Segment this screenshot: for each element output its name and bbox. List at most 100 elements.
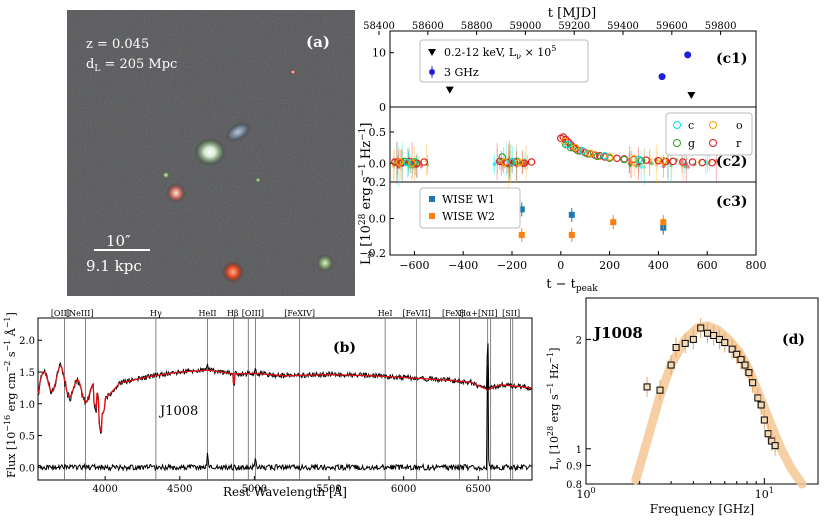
x-tick-label: 5500 xyxy=(316,484,341,495)
optical-point-r xyxy=(613,154,621,163)
line-label: Hγ xyxy=(150,309,162,318)
optical-point-o xyxy=(605,153,614,161)
c2-legend-c: c xyxy=(688,119,694,132)
spectral-line-labels: [OII][NeIII] Hγ HeII Hβ [OIII] [FeXIV] HeI [FeV… xyxy=(51,309,520,318)
x-tick-label: 6500 xyxy=(466,484,491,495)
optical-point-faint xyxy=(639,165,643,169)
optical-point-faint xyxy=(492,162,497,167)
sed-data-points xyxy=(643,317,779,456)
y-tick-label: 2 xyxy=(576,335,582,346)
x-tick-label: 400 xyxy=(648,259,669,272)
sed-point xyxy=(771,442,779,450)
sed-point xyxy=(754,394,762,402)
x-tick-label: 600 xyxy=(697,259,718,272)
optical-point-o xyxy=(408,159,416,168)
y-tick-label: 0 xyxy=(379,101,386,114)
optical-point-o xyxy=(586,149,594,158)
panel-b-object: J1008 xyxy=(158,404,198,419)
top-tick-label: 58600 xyxy=(412,21,444,32)
c2-legend-g-marker xyxy=(673,139,681,147)
x-tick-label: 6000 xyxy=(391,484,416,495)
c1-legend-xray: 0.2-12 keV, Lν × 105 xyxy=(444,44,556,61)
y-tick-label: 0.5 xyxy=(19,432,35,443)
y-tick-label: 1 xyxy=(576,445,582,456)
scale-angle: 10″ xyxy=(106,232,131,250)
panel-d: 0.8 0.9 1 2 100 101 (d) J1008 Frequency [GHz]… xyxy=(546,297,819,516)
sed-point xyxy=(689,335,697,343)
y-tick-label: 10 xyxy=(372,47,386,60)
panel-c-xlabel: t − tpeak xyxy=(546,277,598,294)
optical-point-g xyxy=(593,152,602,161)
spectral-line-markers xyxy=(64,318,514,480)
c1-marks xyxy=(445,51,696,100)
c3-marks xyxy=(518,202,667,242)
line-label: [SII] xyxy=(502,309,520,318)
star-small xyxy=(290,69,296,75)
x-tick-label: 4000 xyxy=(92,484,117,495)
c3-yticks: −0.2 0.0 0.2 xyxy=(359,176,394,260)
optical-point-c xyxy=(403,158,411,167)
panel-a: z = 0.045 dL = 205 Mpc (a) 10″ 9.1 kpc xyxy=(67,10,355,296)
optical-point-r xyxy=(520,159,529,168)
x-tick-label: −600 xyxy=(399,259,429,272)
x-tick-label: −400 xyxy=(448,259,478,272)
top-tick-label: 59400 xyxy=(607,21,639,32)
optical-point-o xyxy=(500,158,509,166)
sed-point xyxy=(681,339,689,347)
host-galaxy xyxy=(194,138,226,166)
optical-point-g xyxy=(620,155,629,164)
host-model xyxy=(37,364,533,435)
sed-point xyxy=(721,339,729,347)
c2-legend-o-marker xyxy=(709,121,717,129)
wise-point-w2 xyxy=(568,231,575,238)
top-tick-label: 58800 xyxy=(461,21,493,32)
sed-point xyxy=(703,329,711,337)
x-tick-label: 4500 xyxy=(167,484,192,495)
optical-point-o xyxy=(395,158,404,166)
panel-d-label: (d) xyxy=(782,332,805,348)
top-tick-label: 59600 xyxy=(656,21,688,32)
line-label: HeII xyxy=(199,309,217,318)
wise-point-w2 xyxy=(518,231,525,238)
panel-d-ticks: 0.8 0.9 1 2 100 101 xyxy=(566,335,774,501)
c1-legend xyxy=(419,39,589,83)
star-small xyxy=(162,171,170,179)
redshift-label: z = 0.045 xyxy=(86,37,149,52)
optical-point-r xyxy=(688,158,697,166)
optical-point-faint xyxy=(680,160,684,164)
sed-point xyxy=(697,324,705,332)
optical-point-c xyxy=(635,155,643,164)
c2-legend-r: r xyxy=(736,137,742,150)
distance-label: dL = 205 Mpc xyxy=(86,57,177,74)
c1-legend-radio: 3 GHz xyxy=(444,66,479,79)
c2-legend xyxy=(665,112,753,156)
sed-point xyxy=(745,369,753,377)
wise-point-w2 xyxy=(660,219,667,226)
c1-label: (c1) xyxy=(716,51,748,67)
optical-point-o xyxy=(571,143,580,152)
optical-point-r xyxy=(527,158,536,166)
optical-point-faint xyxy=(642,165,647,169)
c1-yticks: 0 10 xyxy=(372,47,394,114)
optical-point-r xyxy=(642,156,651,164)
line-label: [FeX] xyxy=(442,309,464,318)
star-red xyxy=(222,261,244,283)
top-axis-ticks: 58400 58600 58800 59000 59200 59400 59600 59800 xyxy=(363,21,737,35)
panel-b-ticks: 4000 4500 5000 5500 6000 6500 0.0 0.5 1.0 1.5 2.0 xyxy=(19,336,491,495)
line-label: [FeXIV] xyxy=(284,309,315,318)
x-tick-label: 800 xyxy=(746,259,767,272)
radio-point xyxy=(684,51,692,59)
residual-spectrum xyxy=(37,365,533,472)
y-tick-label: 1.5 xyxy=(19,368,35,379)
c3-label: (c3) xyxy=(716,194,748,210)
panel-d-object: J1008 xyxy=(592,324,643,342)
sed-point xyxy=(710,332,718,340)
optical-point-r xyxy=(698,158,707,167)
y-tick-label: 1.0 xyxy=(19,400,35,411)
x-tick-label: 200 xyxy=(599,259,620,272)
panel-d-frame xyxy=(585,297,819,485)
x-tick-label: 100 xyxy=(576,486,595,501)
sed-point xyxy=(760,416,768,424)
optical-point-r xyxy=(420,158,428,166)
optical-point-o xyxy=(515,158,524,167)
